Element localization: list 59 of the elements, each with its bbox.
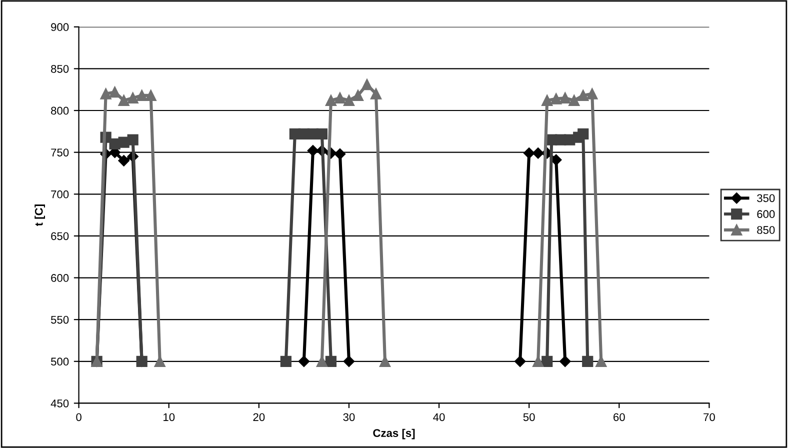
point [560, 92, 571, 104]
point [145, 90, 156, 102]
y-tick-label: 750 [51, 148, 69, 156]
legend-label: 600 [757, 210, 775, 218]
point [514, 356, 526, 367]
point [379, 356, 391, 367]
legend-label: 850 [757, 226, 775, 234]
y-tick-label: 850 [51, 64, 69, 73]
legend-label: 350 [757, 194, 775, 202]
point [578, 90, 589, 102]
y-tick-label: 700 [51, 190, 69, 198]
point [280, 356, 292, 367]
y-tick-label: 900 [51, 23, 69, 32]
point [316, 356, 328, 367]
point [586, 88, 598, 100]
point [316, 128, 328, 140]
point [542, 94, 553, 106]
point [352, 90, 364, 102]
x-tick-label: 60 [614, 413, 625, 422]
y-axis-title: t [C] [34, 204, 45, 226]
point [100, 88, 112, 100]
point [343, 94, 355, 106]
x-tick-label: 40 [433, 413, 445, 422]
point [118, 94, 130, 106]
y-tick-label: 550 [50, 316, 69, 324]
point [109, 86, 120, 98]
point [523, 148, 535, 159]
y-tick-label: 800 [51, 106, 69, 115]
point [334, 92, 346, 104]
x-tick-label: 10 [164, 413, 175, 422]
point [568, 94, 580, 106]
point [118, 155, 130, 166]
point [582, 356, 594, 367]
point [578, 128, 589, 140]
y-tick-label: 650 [51, 232, 69, 240]
x-tick-label: 50 [523, 413, 535, 422]
y-tick-label: 600 [51, 274, 69, 282]
x-tick-label: 30 [343, 413, 355, 422]
point [370, 88, 382, 100]
point [532, 148, 544, 159]
point [127, 92, 138, 104]
point [343, 356, 355, 367]
point [325, 356, 337, 367]
x-tick-label: 0 [76, 413, 82, 422]
x-axis-title: Czas [s] [373, 428, 415, 440]
point [334, 148, 346, 160]
point [542, 356, 553, 367]
point [550, 93, 562, 104]
point [307, 145, 319, 156]
x-tick-label: 20 [253, 413, 265, 422]
point [361, 79, 373, 90]
point [127, 134, 138, 146]
point [136, 90, 148, 102]
x-tick-label: 70 [704, 413, 715, 422]
point [298, 356, 310, 367]
point [325, 94, 337, 106]
y-tick-label: 450 [50, 399, 69, 408]
point [560, 356, 571, 367]
y-tick-label: 500 [50, 358, 69, 366]
